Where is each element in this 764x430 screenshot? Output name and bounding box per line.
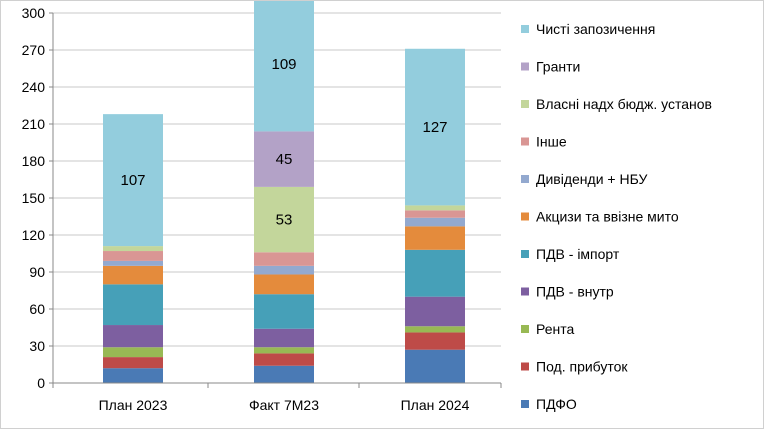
bar-segment [254, 328, 314, 348]
bar-segment [405, 332, 465, 350]
bar-segment [254, 274, 314, 295]
bar-segment [254, 365, 314, 383]
legend-swatch [521, 175, 529, 183]
x-tick-label: План 2024 [401, 397, 470, 413]
bar-segment [405, 217, 465, 227]
y-tick-label: 210 [22, 116, 46, 132]
y-tick-label: 90 [29, 264, 45, 280]
legend: Чисті запозичення Гранти Власні надх бюдж.… [521, 21, 712, 412]
bar-segment [103, 368, 163, 383]
legend-label: Інше [536, 134, 567, 150]
x-tick-label: План 2023 [99, 397, 168, 413]
data-label: 53 [276, 212, 293, 229]
bar-segment [405, 226, 465, 250]
bar-segment [103, 357, 163, 369]
legend-label: Акцизи та ввізне мито [536, 209, 679, 225]
legend-swatch [521, 400, 529, 408]
bar-segment [405, 249, 465, 297]
y-tick-label: 150 [22, 190, 46, 206]
bar-segment [254, 294, 314, 329]
legend-swatch [521, 100, 529, 108]
data-label: 45 [276, 151, 293, 168]
bar-segment [103, 114, 163, 247]
bar-segment [254, 347, 314, 354]
bar-segment [254, 1, 314, 132]
bar-segment [103, 251, 163, 261]
bar-segment [254, 252, 314, 266]
legend-swatch [521, 25, 529, 33]
bar-segment [103, 284, 163, 326]
bar-segment [103, 260, 163, 266]
legend-swatch [521, 62, 529, 71]
y-tick-label: 30 [29, 338, 45, 354]
bar-segment [405, 296, 465, 327]
bar-segment [103, 246, 163, 252]
bar-segment [254, 353, 314, 366]
legend-label: Под. прибуток [536, 359, 628, 375]
y-tick-label: 0 [37, 375, 45, 391]
legend-swatch [521, 137, 529, 146]
legend-swatch [521, 250, 529, 258]
y-tick-label: 60 [29, 301, 45, 317]
data-label: 107 [120, 172, 145, 189]
x-tick-label: Факт 7М23 [249, 397, 319, 413]
legend-label: ПДФО [536, 396, 577, 412]
bar-segment [254, 186, 314, 253]
legend-label: ПДВ - внутр [536, 284, 614, 300]
bar-segment [103, 347, 163, 358]
bar-segment [405, 48, 465, 206]
bar-segment [254, 131, 314, 187]
legend-label: Чисті запозичення [536, 21, 655, 37]
bar-segment [405, 205, 465, 211]
y-tick-label: 300 [22, 5, 46, 21]
legend-label: Власні надх бюдж. установ [536, 96, 712, 112]
y-tick-label: 120 [22, 227, 46, 243]
legend-label: Дивіденди + НБУ [536, 171, 647, 187]
legend-label: ПДВ - імпорт [536, 246, 620, 262]
bar-segment [103, 265, 163, 285]
y-tick-label: 180 [22, 153, 46, 169]
legend-label: Гранти [536, 59, 580, 75]
legend-swatch [521, 325, 529, 333]
legend-swatch [521, 362, 529, 371]
bar-segment [405, 210, 465, 218]
data-label: 127 [422, 119, 447, 136]
y-tick-label: 270 [22, 42, 46, 58]
bars [103, 1, 465, 383]
legend-label: Рента [536, 321, 574, 337]
bar-segment [405, 349, 465, 383]
bar-segment [103, 325, 163, 348]
legend-swatch [521, 287, 529, 296]
bar-segment [405, 326, 465, 333]
data-labels: 107 109 127 45 53 [120, 56, 447, 228]
axes: 0 30 60 90 120 150 180 210 240 270 300 План 2023 Фак… [22, 5, 502, 413]
bar-segment [254, 265, 314, 275]
y-tick-label: 240 [22, 79, 46, 95]
data-label: 109 [271, 56, 296, 73]
legend-swatch [521, 212, 529, 221]
